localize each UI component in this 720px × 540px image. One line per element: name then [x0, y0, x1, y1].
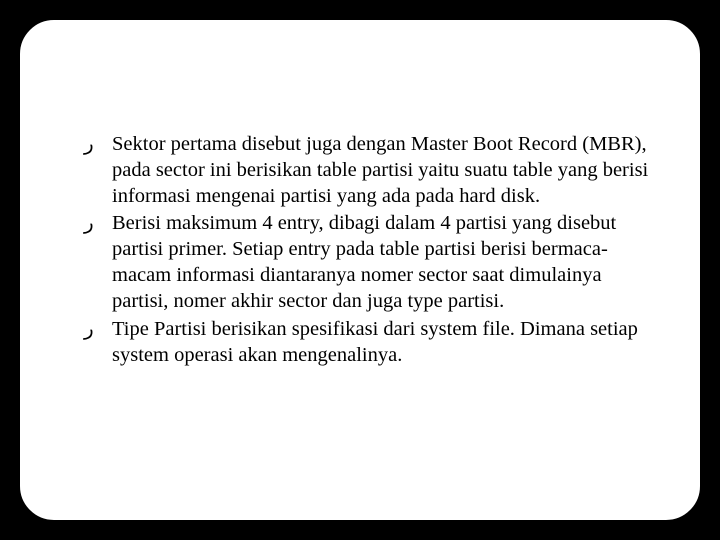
- list-item: ر Tipe Partisi berisikan spesifikasi dar…: [84, 317, 652, 369]
- list-item: ر Sektor pertama disebut juga dengan Mas…: [84, 132, 652, 209]
- bullet-icon: ر: [84, 317, 94, 342]
- list-item: ر Berisi maksimum 4 entry, dibagi dalam …: [84, 211, 652, 314]
- bullet-icon: ر: [84, 132, 94, 157]
- bullet-text: Sektor pertama disebut juga dengan Maste…: [112, 133, 648, 207]
- bullet-text: Tipe Partisi berisikan spesifikasi dari …: [112, 318, 638, 366]
- slide-frame: ر Sektor pertama disebut juga dengan Mas…: [18, 18, 702, 522]
- bullet-list: ر Sektor pertama disebut juga dengan Mas…: [84, 132, 652, 368]
- bullet-icon: ر: [84, 211, 94, 236]
- bullet-text: Berisi maksimum 4 entry, dibagi dalam 4 …: [112, 212, 616, 311]
